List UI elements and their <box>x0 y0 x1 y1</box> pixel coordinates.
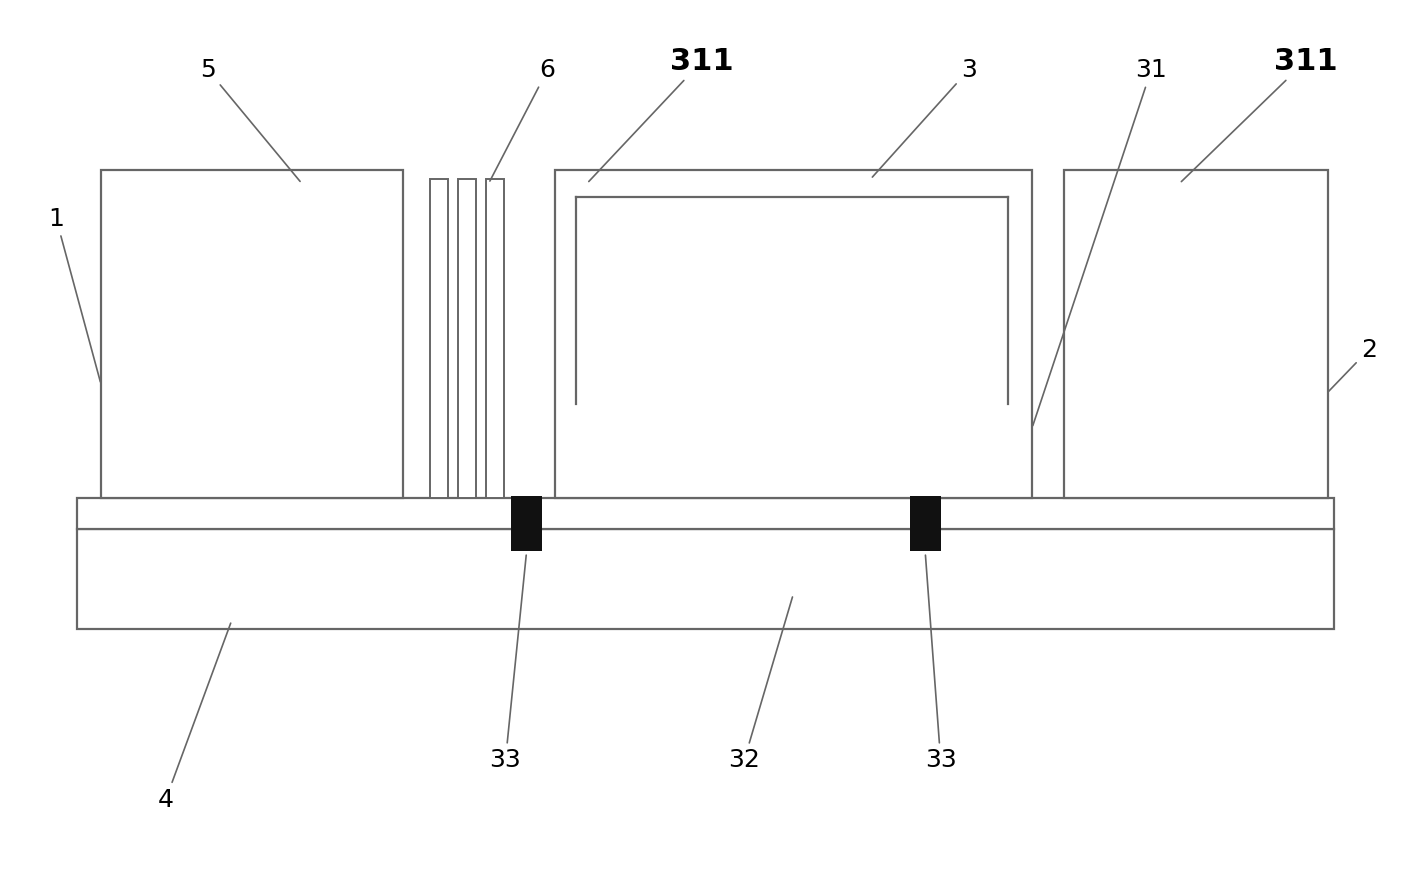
Text: 2: 2 <box>1328 337 1377 392</box>
Text: 33: 33 <box>925 555 956 773</box>
Text: 311: 311 <box>1181 46 1338 182</box>
Bar <box>555 170 1032 498</box>
Text: 33: 33 <box>490 555 526 773</box>
Bar <box>101 170 403 498</box>
Text: 311: 311 <box>588 46 734 182</box>
Bar <box>910 496 941 551</box>
Bar <box>486 179 504 498</box>
Bar <box>77 529 1334 629</box>
Bar <box>458 179 476 498</box>
Text: 31: 31 <box>1033 58 1167 426</box>
Text: 5: 5 <box>199 58 300 182</box>
Bar <box>1064 170 1328 498</box>
Text: 32: 32 <box>729 597 792 773</box>
Text: 6: 6 <box>490 58 556 181</box>
Bar <box>511 496 542 551</box>
Bar <box>430 179 448 498</box>
Text: 1: 1 <box>48 206 100 382</box>
Text: 3: 3 <box>872 58 977 177</box>
Bar <box>77 498 1334 529</box>
Text: 4: 4 <box>157 623 230 812</box>
